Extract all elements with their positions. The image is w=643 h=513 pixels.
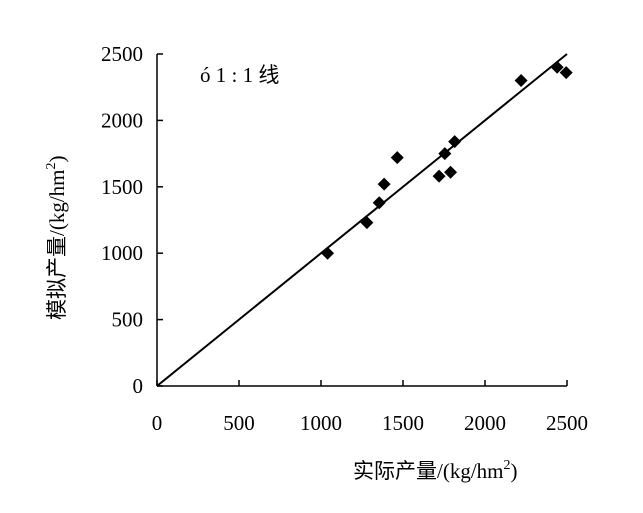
x-tick-label: 1500	[382, 411, 424, 435]
x-tick-label: 0	[152, 411, 163, 435]
data-point-2	[360, 216, 374, 230]
x-axis-title: 实际产量/(kg/hm2)	[353, 458, 518, 483]
data-point-10	[514, 74, 528, 88]
x-axis-title-tail: )	[511, 459, 518, 483]
y-tick-label: 500	[112, 308, 144, 332]
y-tick-label: 1500	[101, 175, 143, 199]
one-to-one-annotation: ó 1 : 1 线	[200, 63, 279, 87]
axes: 0 500 1000 1500 2000 2500 0 500 1000 1500 2000 250…	[101, 42, 588, 435]
data-point-5	[390, 151, 404, 165]
x-axis-title-main: 实际产量/(kg/hm	[353, 459, 504, 483]
one-to-one-line	[156, 53, 568, 387]
x-tick-label: 1000	[300, 411, 342, 435]
x-axis-title-sup: 2	[504, 458, 511, 473]
data-point-1	[321, 246, 335, 260]
y-axis-title-tail: )	[45, 156, 69, 163]
data-point-11	[550, 60, 564, 74]
y-ticks: 0 500 1000 1500 2000 2500	[101, 42, 163, 398]
data-point-4	[377, 177, 391, 191]
y-tick-label: 2000	[101, 108, 143, 132]
data-point-9	[448, 135, 462, 149]
y-tick-label: 1000	[101, 241, 143, 265]
data-point-6	[432, 169, 446, 183]
y-tick-label: 2500	[101, 42, 143, 66]
data-points	[321, 60, 573, 260]
x-ticks: 0 500 1000 1500 2000 2500	[152, 380, 588, 435]
data-point-3	[372, 196, 386, 210]
x-tick-label: 2000	[464, 411, 506, 435]
y-tick-label: 0	[133, 374, 144, 398]
data-point-7	[438, 147, 452, 161]
x-tick-label: 500	[223, 411, 255, 435]
x-tick-label: 2500	[546, 411, 588, 435]
data-point-8	[444, 165, 458, 179]
y-axis-title-main: 模拟产量/(kg/hm	[45, 170, 69, 321]
y-axis-title: 模拟产量/(kg/hm2)	[44, 156, 69, 321]
data-point-12	[559, 66, 573, 80]
y-axis-title-sup: 2	[44, 163, 59, 170]
